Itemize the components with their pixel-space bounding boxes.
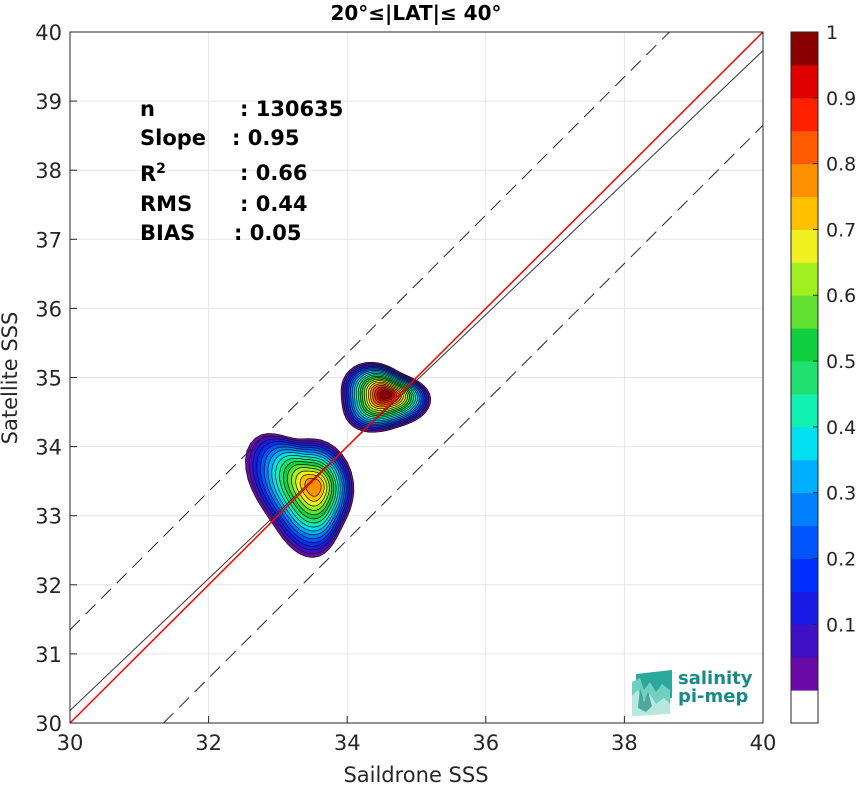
y-tick-label: 38 [35, 159, 62, 183]
y-tick-label: 36 [35, 297, 62, 321]
y-tick-label: 40 [35, 21, 62, 45]
y-tick-label: 33 [35, 505, 62, 529]
y-tick-label: 34 [35, 436, 62, 460]
colorbar-tick-label: 0.1 [826, 614, 856, 636]
salinity-pi-mep-logo: salinity pi-mep [630, 668, 760, 716]
logo-text-pimep: pi-mep [678, 686, 749, 707]
colorbar-swatch [791, 525, 818, 559]
colorbar-tick-label: 0.5 [826, 351, 856, 373]
y-axis-label: Satellite SSS [0, 312, 22, 445]
colorbar-swatch [791, 591, 818, 625]
colorbar-tick-label: 0.3 [826, 483, 856, 505]
stat-label: BIAS [140, 221, 196, 245]
x-tick-label: 38 [611, 731, 638, 755]
colorbar-swatch [791, 426, 818, 461]
colorbar-swatch [791, 558, 818, 592]
lower-bound-dashed-line [162, 124, 763, 723]
stat-label: RMS [140, 192, 193, 216]
wave-logo-icon [632, 670, 672, 716]
logo-text-salinity: salinity [678, 668, 753, 689]
density-contours [245, 361, 432, 558]
colorbar-tick-label: 0.7 [826, 219, 856, 241]
colorbar-swatch [791, 295, 818, 329]
colorbar-swatch [791, 690, 818, 724]
upper-bound-dashed-line [70, 32, 671, 631]
x-axis-label: Saildrone SSS [343, 763, 488, 786]
identity-line [70, 32, 763, 723]
x-tick-label: 32 [195, 731, 222, 755]
y-tick-label: 30 [35, 712, 62, 736]
colorbar-swatch [791, 262, 818, 296]
x-tick-label: 36 [472, 731, 499, 755]
colorbar-swatch [791, 163, 818, 198]
density-contour-level [379, 390, 393, 400]
y-axis-ticks: 30 31 32 33 34 35 36 37 38 39 40 [35, 21, 77, 736]
colorbar: 0.1 0.2 0.3 0.4 0.5 0.6 0.7 0.8 0.9 1 [790, 22, 856, 724]
colorbar-tick-label: 0.8 [826, 154, 856, 176]
stat-value: : 0.44 [240, 192, 308, 216]
x-axis-ticks: 30 32 34 36 38 40 [57, 716, 777, 755]
x-tick-label: 30 [57, 731, 84, 755]
colorbar-frame [790, 31, 819, 724]
colorbar-swatch [791, 229, 818, 263]
stat-label-superscript: 2 [156, 161, 166, 177]
colorbar-tick-label: 0.4 [826, 417, 856, 439]
stat-value: : 130635 [240, 97, 344, 121]
y-tick-label: 35 [35, 367, 62, 391]
colorbar-swatch [791, 393, 818, 428]
colorbar-swatch [791, 130, 818, 165]
colorbar-swatch [791, 32, 818, 66]
colorbar-swatch [791, 97, 818, 132]
stat-row: n : 130635 [140, 97, 343, 121]
colorbar-swatch [791, 492, 818, 527]
stat-value: : 0.05 [234, 221, 302, 245]
colorbar-tick-label: 0.6 [826, 285, 856, 307]
colorbar-swatch [791, 624, 818, 658]
colorbar-tick-label: 1 [826, 22, 838, 44]
stat-value: : 0.66 [240, 161, 308, 185]
stat-label: R [140, 162, 157, 186]
stat-label: Slope [140, 126, 207, 150]
colorbar-swatch [791, 361, 818, 395]
colorbar-tick-label: 0.9 [826, 88, 856, 110]
chart-title: 20°≤|LAT|≤ 40° [330, 1, 501, 25]
stat-row: Slope : 0.95 [140, 126, 300, 150]
y-tick-label: 37 [35, 228, 62, 252]
y-tick-label: 32 [35, 574, 62, 598]
colorbar-tick-label: 0.2 [826, 548, 856, 570]
y-tick-label: 39 [35, 90, 62, 114]
y-tick-label: 31 [35, 643, 62, 667]
colorbar-swatch [791, 459, 818, 494]
stat-label: n [140, 97, 155, 121]
x-tick-label: 40 [750, 731, 777, 755]
reference-lines [70, 32, 763, 723]
stat-value: : 0.95 [232, 126, 300, 150]
stat-row: BIAS : 0.05 [140, 221, 302, 245]
colorbar-swatch [791, 64, 818, 99]
stat-row: R2 : 0.66 [140, 161, 308, 186]
regression-fit-line [70, 50, 763, 711]
x-tick-label: 34 [334, 731, 361, 755]
colorbar-swatch [791, 657, 818, 691]
colorbar-swatch [791, 196, 818, 230]
colorbar-swatch [791, 328, 818, 362]
stat-row: RMS : 0.44 [140, 192, 308, 216]
